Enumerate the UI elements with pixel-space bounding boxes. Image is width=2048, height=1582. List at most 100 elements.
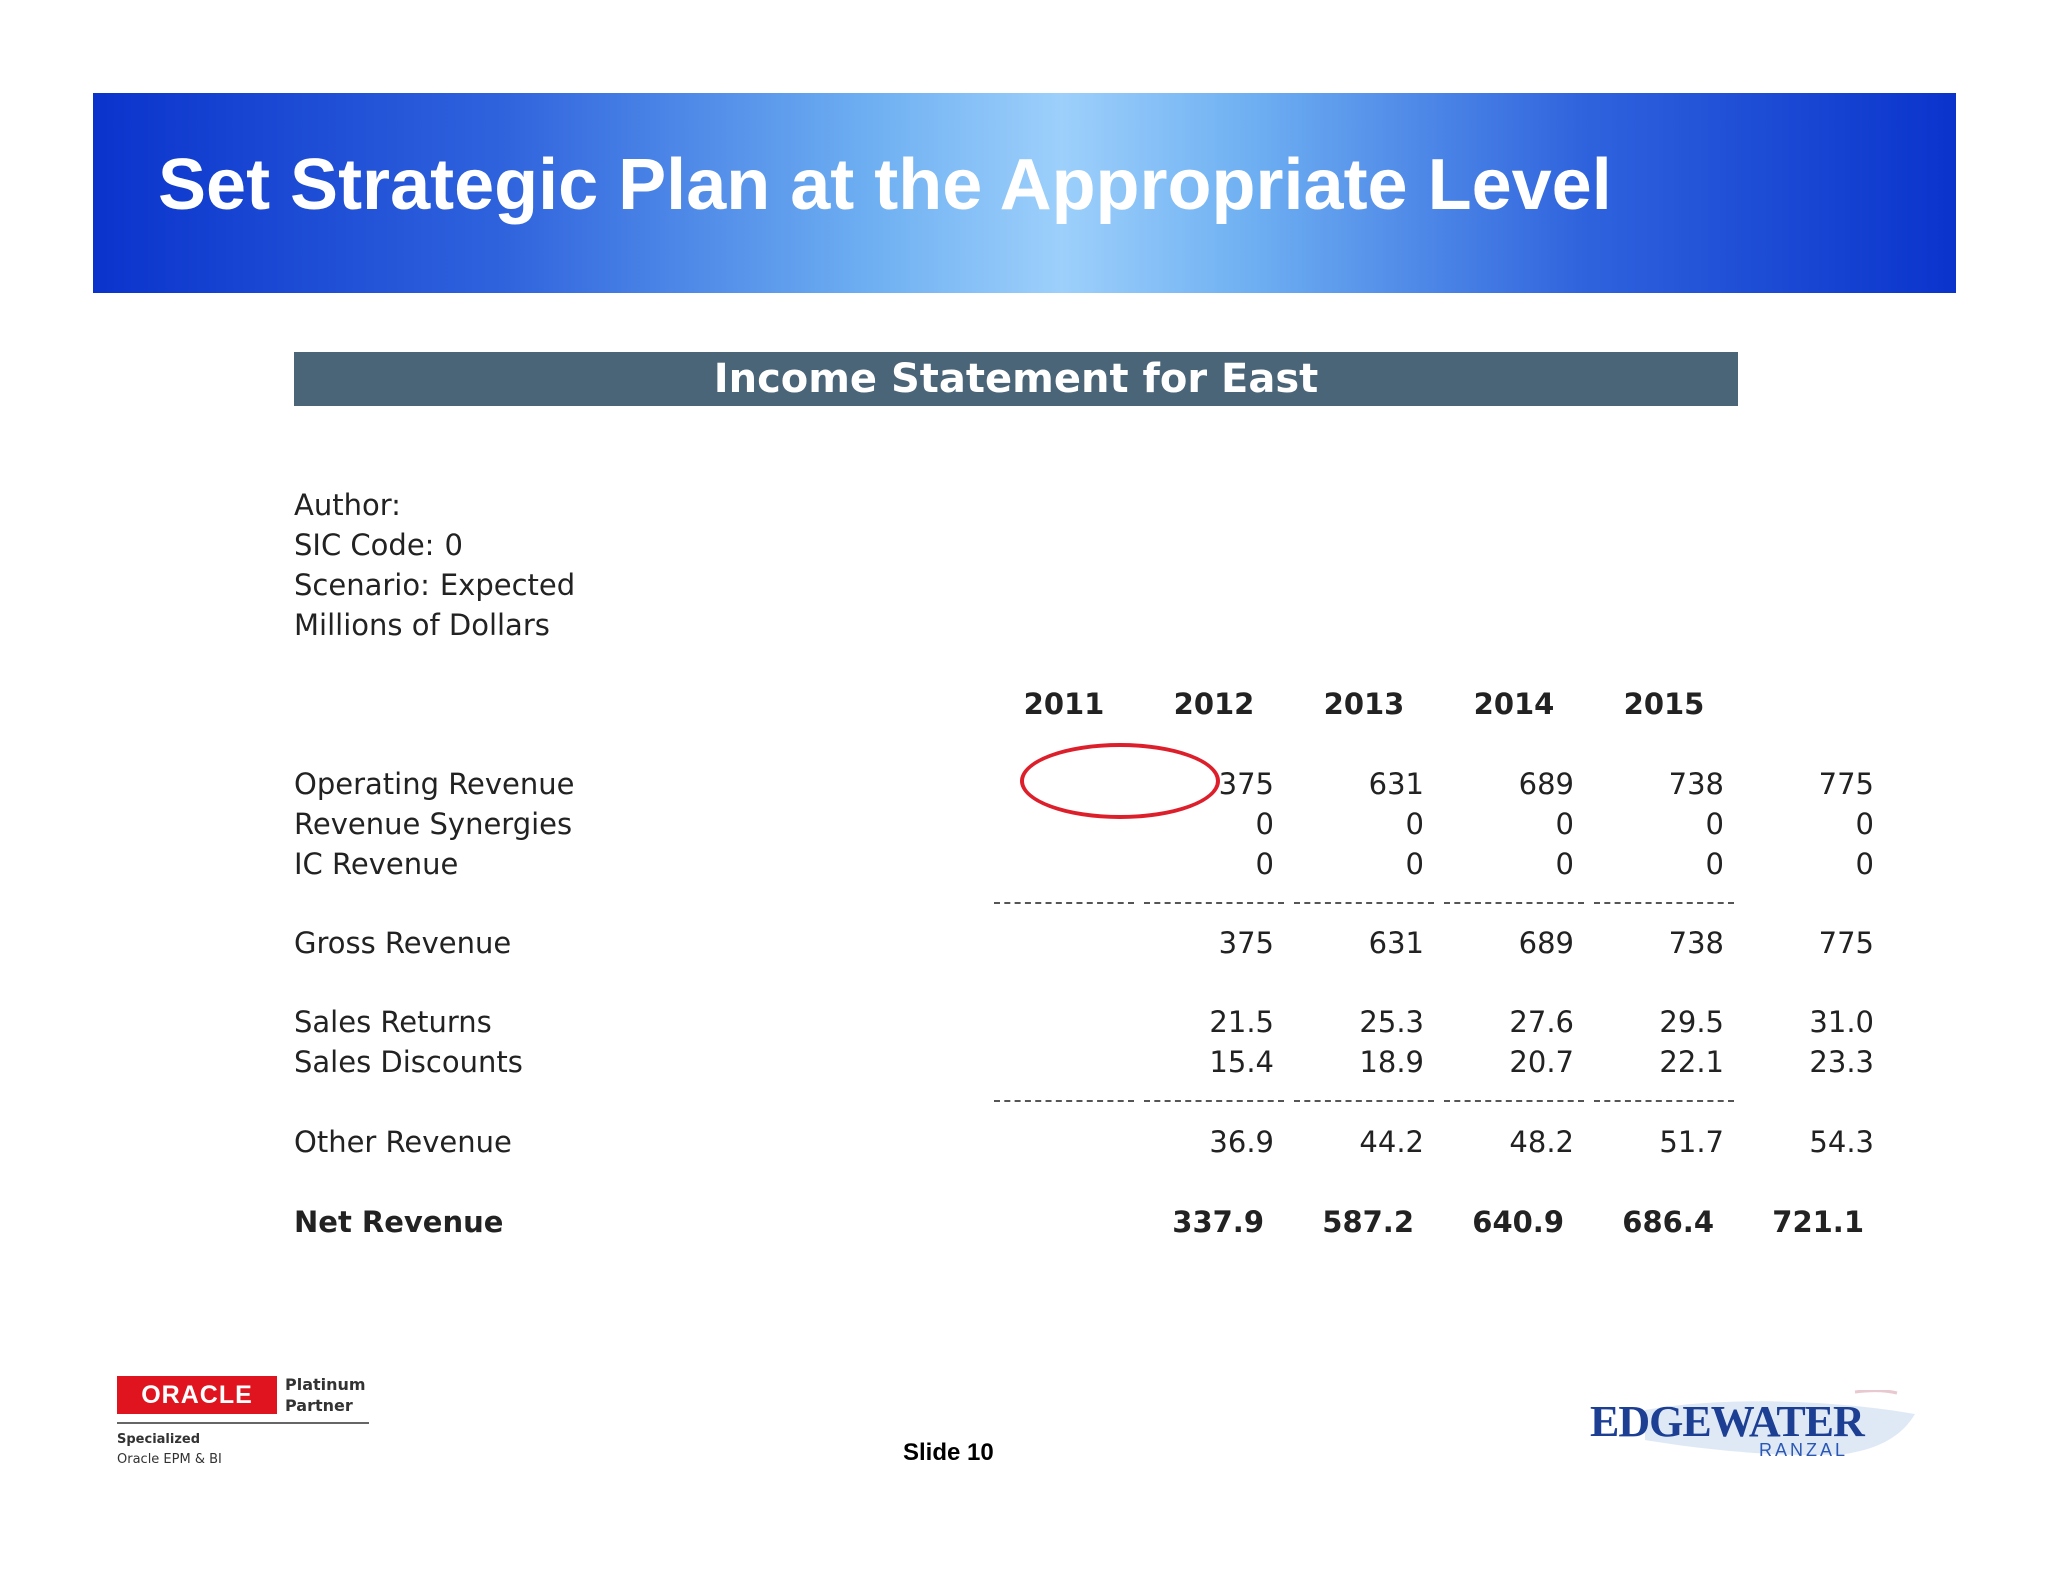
- divider-dash: [994, 1100, 1134, 1102]
- divider-dash: [994, 902, 1134, 904]
- row-ic-revenue: IC Revenue 0 0 0 0 0: [294, 844, 1874, 884]
- oracle-wordmark: ORACLE: [117, 1376, 277, 1414]
- cell-2013: 0: [1555, 807, 1574, 841]
- cell-2011: 375: [1218, 926, 1274, 960]
- year-2011: 2011: [1023, 687, 1105, 721]
- row-operating-revenue: Operating Revenue 375 631 689 738 775: [294, 764, 1874, 804]
- cell-2012: 631: [1368, 767, 1424, 801]
- edgewater-sub: RANZAL: [1759, 1440, 1849, 1460]
- year-header-row: 2011 2012 2013 2014 2015: [294, 684, 1738, 724]
- oracle-specialized-line-1: Specialized: [117, 1432, 201, 1447]
- cell-2014: 686.4: [1622, 1205, 1714, 1239]
- meta-scenario-value: Expected: [439, 568, 576, 602]
- meta-scenario-label: Scenario:: [294, 568, 430, 602]
- row-label: Other Revenue: [294, 1125, 512, 1159]
- cell-2014: 738: [1668, 767, 1724, 801]
- row-label: Net Revenue: [294, 1205, 504, 1239]
- divider-dash: [1594, 1100, 1734, 1102]
- oracle-specialized-line-2: Oracle EPM & BI: [117, 1452, 222, 1467]
- row-revenue-synergies: Revenue Synergies 0 0 0 0 0: [294, 804, 1874, 844]
- divider-dash: [1444, 902, 1584, 904]
- divider-dash: [1144, 1100, 1284, 1102]
- divider-dash: [1294, 1100, 1434, 1102]
- meta-sic-code: SIC Code: 0: [294, 525, 575, 565]
- cell-2014: 0: [1705, 847, 1724, 881]
- cell-2011: 36.9: [1209, 1125, 1274, 1159]
- cell-2013: 689: [1518, 767, 1574, 801]
- year-2012: 2012: [1173, 687, 1255, 721]
- cell-2012: 44.2: [1359, 1125, 1424, 1159]
- cell-2015: 54.3: [1809, 1125, 1874, 1159]
- row-label: Sales Returns: [294, 1005, 492, 1039]
- cell-2012: 25.3: [1359, 1005, 1424, 1039]
- edgewater-name: EDGEWATER: [1590, 1397, 1865, 1446]
- cell-2015: 31.0: [1809, 1005, 1874, 1039]
- oracle-partner-logo: ORACLE Platinum Partner Specialized Orac…: [117, 1374, 377, 1474]
- row-label: IC Revenue: [294, 847, 459, 881]
- statement-header: Income Statement for East: [294, 352, 1738, 406]
- oracle-partner-text: Platinum Partner: [285, 1374, 366, 1416]
- cell-2011: 0: [1255, 807, 1274, 841]
- cell-2013: 20.7: [1509, 1045, 1574, 1079]
- cell-2015: 0: [1855, 807, 1874, 841]
- cell-2011: 375: [1218, 767, 1274, 801]
- row-label: Gross Revenue: [294, 926, 512, 960]
- subtotal-divider: [294, 1096, 1738, 1106]
- meta-sic-code-value: 0: [444, 528, 463, 562]
- cell-2015: 775: [1818, 767, 1874, 801]
- row-sales-discounts: Sales Discounts 15.4 18.9 20.7 22.1 23.3: [294, 1042, 1874, 1082]
- oracle-partner-line-1: Platinum: [285, 1375, 366, 1394]
- cell-2012: 0: [1405, 847, 1424, 881]
- cell-2012: 631: [1368, 926, 1424, 960]
- year-2013: 2013: [1323, 687, 1405, 721]
- edgewater-wave-icon: [1645, 1390, 1915, 1456]
- cell-2014: 51.7: [1659, 1125, 1724, 1159]
- income-statement: Income Statement for East Author: SIC Co…: [294, 352, 1874, 1287]
- cell-2015: 23.3: [1809, 1045, 1874, 1079]
- cell-2011: 337.9: [1172, 1205, 1264, 1239]
- oracle-logo-rule: [117, 1422, 369, 1424]
- cell-2011: 15.4: [1209, 1045, 1274, 1079]
- cell-2014: 738: [1668, 926, 1724, 960]
- subtotal-divider: [294, 898, 1738, 908]
- year-2014: 2014: [1473, 687, 1555, 721]
- cell-2013: 27.6: [1509, 1005, 1574, 1039]
- cell-2014: 22.1: [1659, 1045, 1724, 1079]
- oracle-partner-line-2: Partner: [285, 1396, 353, 1415]
- cell-2012: 0: [1405, 807, 1424, 841]
- divider-dash: [1294, 902, 1434, 904]
- slide-title: Set Strategic Plan at the Appropriate Le…: [158, 145, 1612, 225]
- cell-2014: 29.5: [1659, 1005, 1724, 1039]
- divider-dash: [1444, 1100, 1584, 1102]
- divider-dash: [1144, 902, 1284, 904]
- cell-2015: 775: [1818, 926, 1874, 960]
- cell-2013: 48.2: [1509, 1125, 1574, 1159]
- cell-2013: 689: [1518, 926, 1574, 960]
- cell-2011: 21.5: [1209, 1005, 1274, 1039]
- title-banner: Set Strategic Plan at the Appropriate Le…: [93, 93, 1956, 293]
- divider-dash: [1594, 902, 1734, 904]
- row-label: Revenue Synergies: [294, 807, 573, 841]
- cell-2013: 640.9: [1472, 1205, 1564, 1239]
- row-gross-revenue: Gross Revenue 375 631 689 738 775: [294, 923, 1874, 963]
- meta-author: Author:: [294, 485, 575, 525]
- cell-2012: 18.9: [1359, 1045, 1424, 1079]
- meta-sic-code-label: SIC Code:: [294, 528, 435, 562]
- year-2015: 2015: [1623, 687, 1705, 721]
- cell-2015: 0: [1855, 847, 1874, 881]
- highlight-circle: [1020, 743, 1220, 819]
- row-label: Sales Discounts: [294, 1045, 523, 1079]
- statement-meta: Author: SIC Code: 0 Scenario: Expected Mil…: [294, 485, 575, 645]
- meta-author-label: Author:: [294, 488, 401, 522]
- cell-2015: 721.1: [1772, 1205, 1864, 1239]
- row-label: Operating Revenue: [294, 767, 575, 801]
- cell-2013: 0: [1555, 847, 1574, 881]
- edgewater-ranzal-logo: EDGEWATER RANZAL: [1585, 1390, 1925, 1470]
- meta-units-label: Millions of Dollars: [294, 608, 550, 642]
- row-sales-returns: Sales Returns 21.5 25.3 27.6 29.5 31.0: [294, 1002, 1874, 1042]
- slide-number: Slide 10: [903, 1439, 994, 1466]
- meta-scenario: Scenario: Expected: [294, 565, 575, 605]
- cell-2014: 0: [1705, 807, 1724, 841]
- row-net-revenue: Net Revenue 337.9 587.2 640.9 686.4 721.…: [294, 1202, 1864, 1242]
